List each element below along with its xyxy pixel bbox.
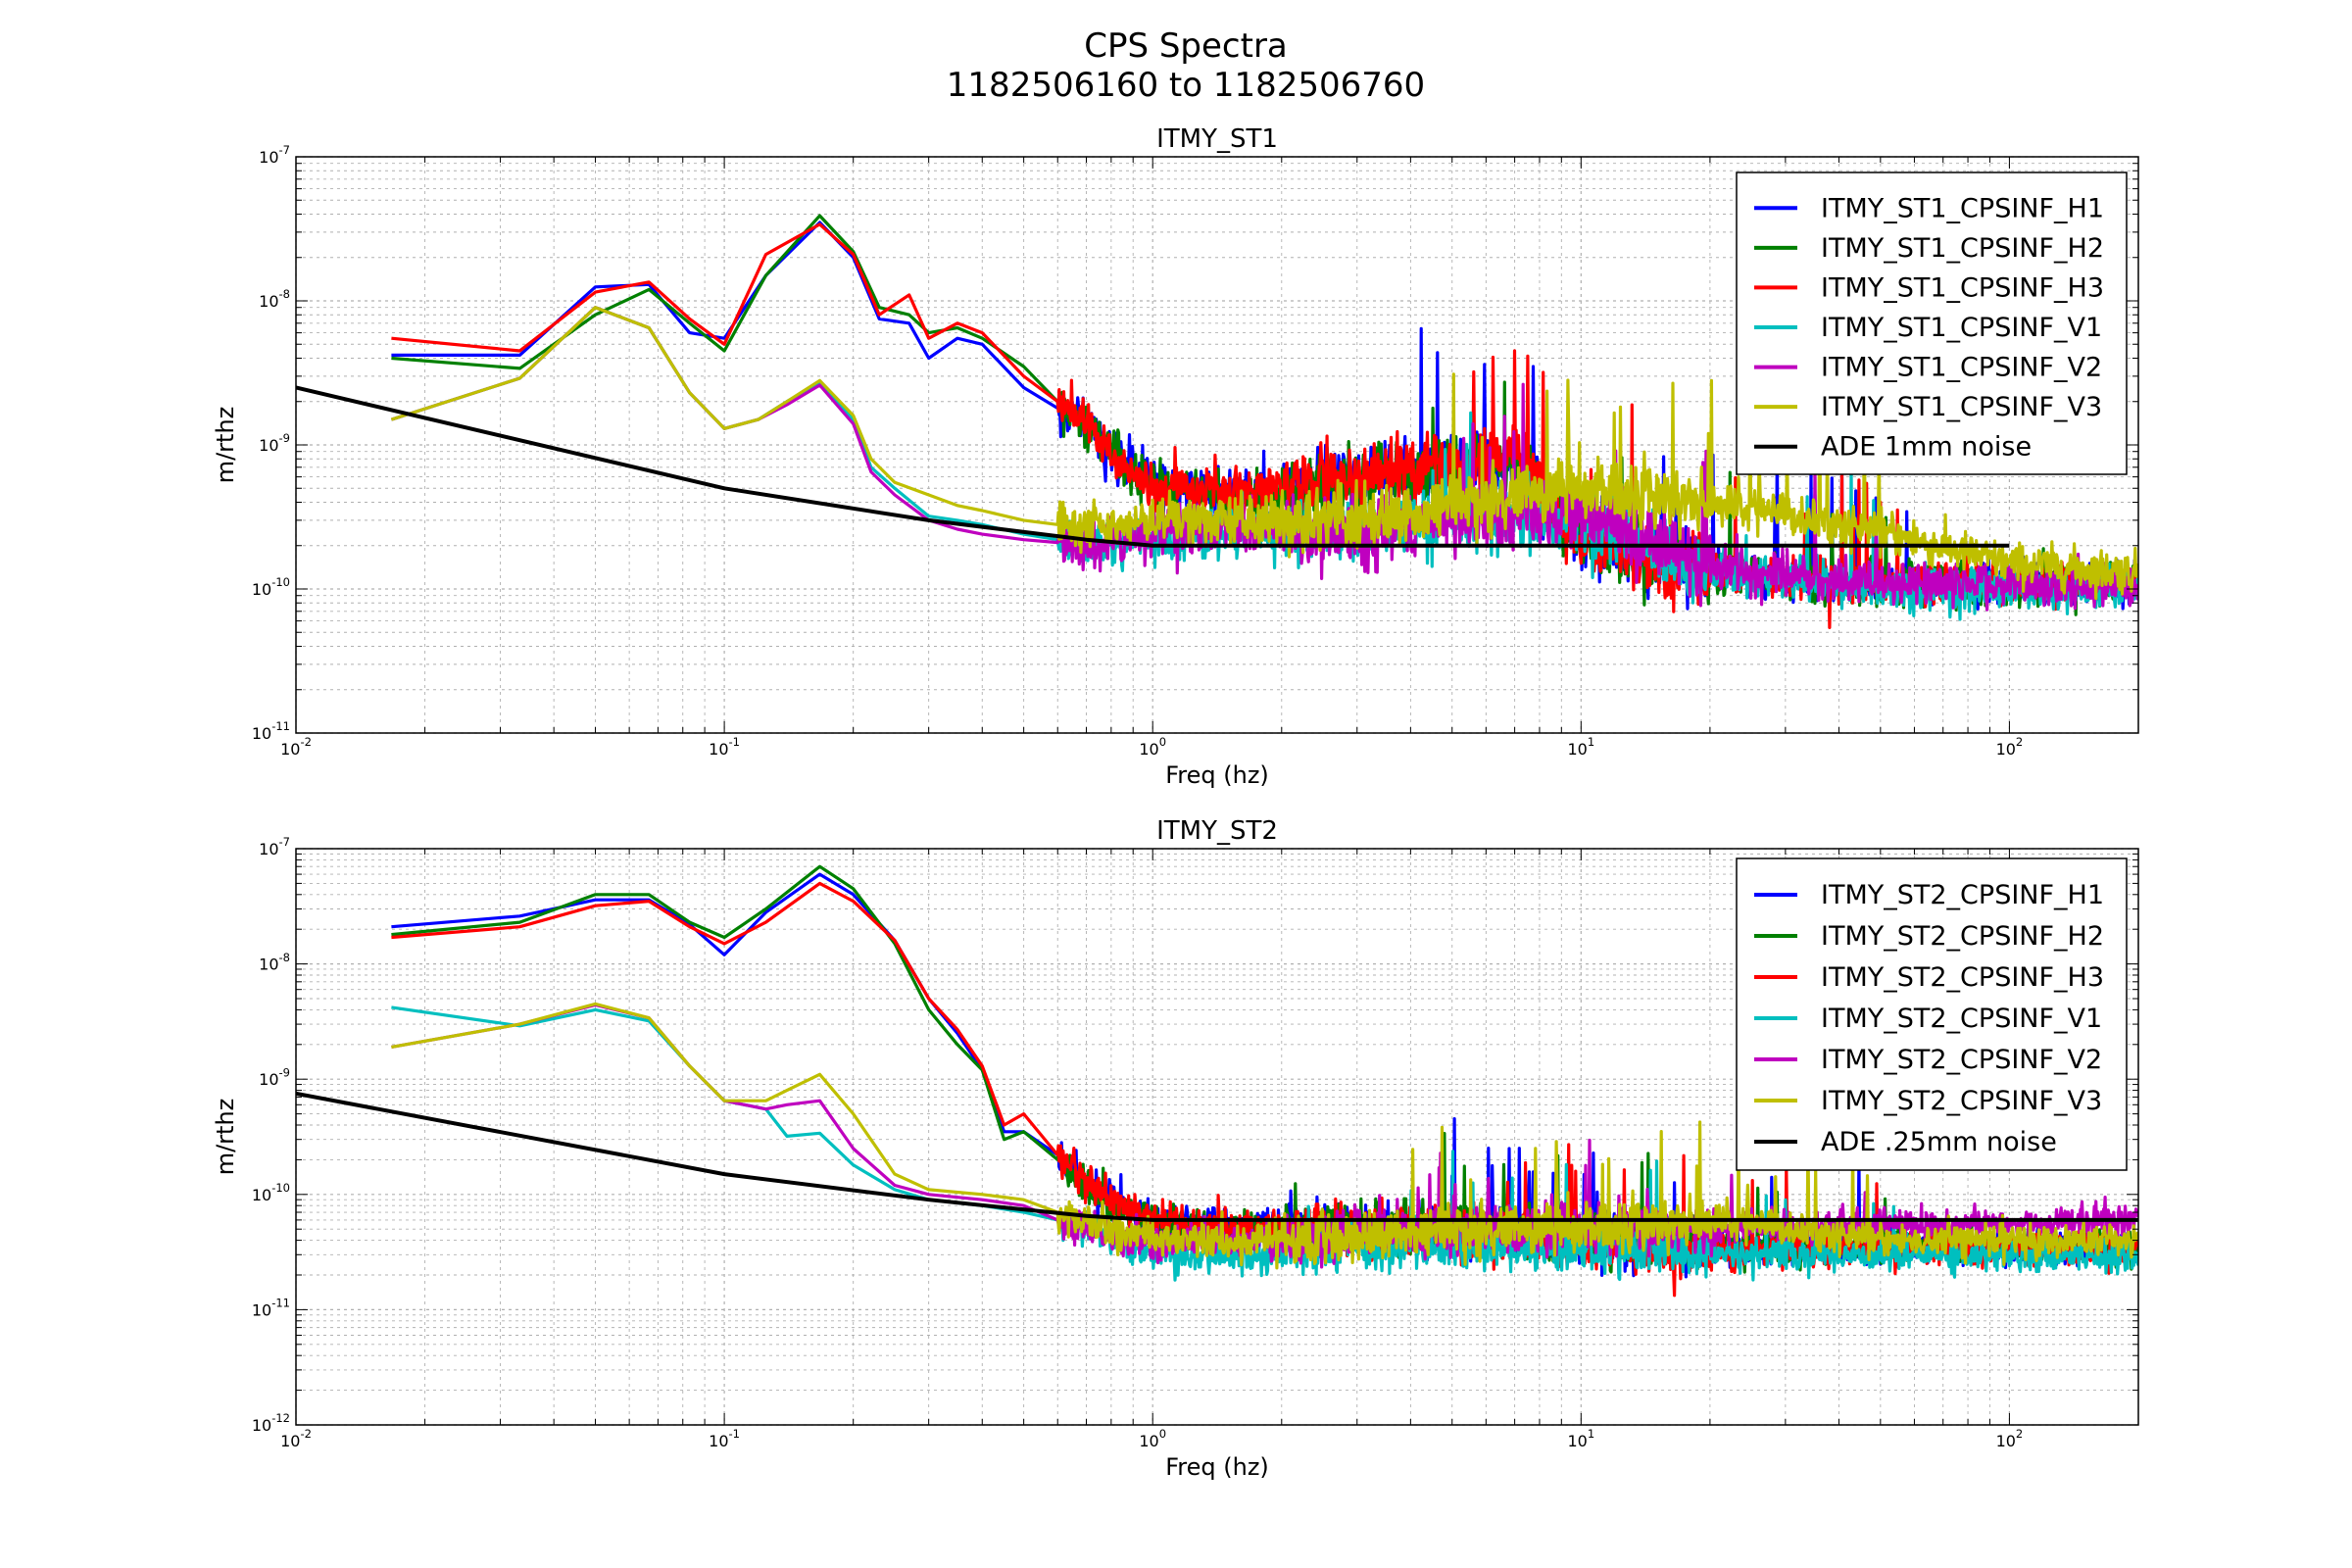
legend-label: ITMY_ST2_CPSINF_H2 bbox=[1821, 921, 2104, 952]
y-tick-label: 10-7 bbox=[259, 143, 290, 167]
legend-label: ITMY_ST1_CPSINF_H2 bbox=[1821, 233, 2104, 264]
legend: ITMY_ST1_CPSINF_H1 ITMY_ST1_CPSINF_H2 ITMY… bbox=[1736, 172, 2128, 475]
axis-ticks: 10-2 10-1 100 101 102 10-12 10-11 10-10 10-9 10-8… bbox=[252, 835, 2139, 1450]
legend-label: ITMY_ST2_CPSINF_H1 bbox=[1821, 880, 2104, 910]
series-lines bbox=[296, 864, 2138, 1298]
legend-label: ITMY_ST1_CPSINF_V2 bbox=[1821, 353, 2102, 383]
legend-label: ITMY_ST2_CPSINF_V3 bbox=[1821, 1086, 2102, 1116]
series-line bbox=[391, 1002, 2138, 1270]
x-axis-label: Freq (hz) bbox=[1165, 1453, 1269, 1481]
series-line bbox=[296, 385, 2010, 548]
series-line bbox=[390, 306, 2138, 601]
y-tick-label: 10-10 bbox=[252, 1181, 290, 1204]
legend-box bbox=[1736, 172, 2128, 475]
chart-title: ITMY_ST2 bbox=[1156, 816, 1278, 846]
y-tick-label: 10-9 bbox=[259, 431, 290, 455]
series-line bbox=[296, 1091, 2138, 1222]
chart-panel-itmy-st1: 10-2 10-1 100 101 10210-1110-1010-910-810-7 … bbox=[212, 124, 2139, 789]
y-tick-label: 10-7 bbox=[259, 835, 290, 858]
x-tick-label: 100 bbox=[1139, 1427, 1166, 1450]
y-tick-label: 10-8 bbox=[259, 287, 290, 311]
legend-label: ADE 1mm noise bbox=[1821, 432, 2032, 463]
legend-label: ITMY_ST2_CPSINF_V1 bbox=[1821, 1004, 2102, 1034]
x-tick-label: 101 bbox=[1567, 735, 1594, 759]
x-tick-label: 10-2 bbox=[280, 1427, 312, 1450]
y-tick-label: 10-8 bbox=[259, 951, 290, 974]
series-lines bbox=[296, 214, 2138, 629]
chart-panel-itmy-st2: 10-2 10-1 100 101 102 10-12 10-11 10-10 10-9 10-8… bbox=[212, 816, 2139, 1481]
x-tick-label: 100 bbox=[1139, 735, 1166, 759]
legend: ITMY_ST2_CPSINF_H1 ITMY_ST2_CPSINF_H2 ITMY… bbox=[1736, 858, 2128, 1171]
figure-subtitle: 1182506160 to 1182506760 bbox=[947, 66, 1425, 105]
y-tick-label: 10-11 bbox=[252, 719, 290, 743]
y-tick-label: 10-9 bbox=[259, 1065, 290, 1089]
y-axis-label: m/rthz bbox=[212, 407, 239, 484]
y-tick-label: 10-12 bbox=[252, 1411, 290, 1435]
x-tick-label: 10-1 bbox=[709, 1427, 740, 1450]
legend-label: ADE .25mm noise bbox=[1821, 1127, 2057, 1157]
legend-label: ITMY_ST2_CPSINF_V2 bbox=[1821, 1045, 2102, 1075]
y-tick-label: 10-11 bbox=[252, 1297, 290, 1320]
x-tick-label: 102 bbox=[1996, 1427, 2024, 1450]
figure-title: CPS Spectra bbox=[1084, 26, 1288, 66]
legend-label: ITMY_ST1_CPSINF_H3 bbox=[1821, 272, 2104, 303]
axis-ticks: 10-2 10-1 100 101 102 10-11 10-10 10-9 10-8 10-7 bbox=[252, 143, 2139, 759]
legend-label: ITMY_ST2_CPSINF_H3 bbox=[1821, 962, 2104, 993]
x-tick-label: 101 bbox=[1567, 1427, 1594, 1450]
axes-frame bbox=[295, 848, 2139, 1426]
y-axis-label: m/rthz bbox=[212, 1099, 239, 1176]
legend-label: ITMY_ST1_CPSINF_V3 bbox=[1821, 392, 2102, 422]
x-tick-label: 10-2 bbox=[280, 735, 312, 759]
x-tick-label: 102 bbox=[1996, 735, 2024, 759]
y-tick-label: 10-10 bbox=[252, 575, 290, 599]
legend-label: ITMY_ST1_CPSINF_V1 bbox=[1821, 313, 2102, 343]
legend-label: ITMY_ST1_CPSINF_H1 bbox=[1821, 193, 2104, 223]
x-tick-label: 10-1 bbox=[709, 735, 740, 759]
legend-box bbox=[1736, 858, 2128, 1171]
chart-title: ITMY_ST1 bbox=[1156, 124, 1278, 154]
x-axis-label: Freq (hz) bbox=[1165, 761, 1269, 789]
